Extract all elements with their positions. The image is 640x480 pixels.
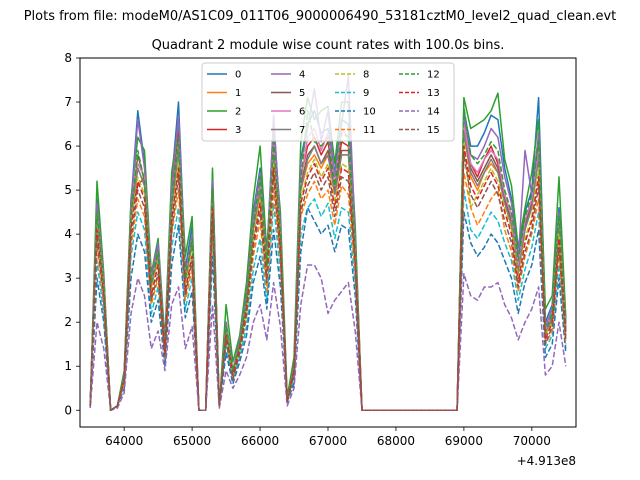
- series-line-3: [89, 118, 567, 412]
- legend-label-15: 15: [427, 125, 440, 136]
- legend-label-6: 6: [299, 107, 305, 118]
- y-tick-label: 5: [64, 183, 72, 197]
- legend-label-10: 10: [363, 107, 376, 118]
- legend-label-14: 14: [427, 107, 440, 118]
- y-tick-label: 0: [64, 403, 72, 417]
- series-line-10: [89, 206, 567, 412]
- legend-label-7: 7: [299, 125, 305, 136]
- x-tick-label: 66000: [241, 434, 279, 448]
- legend-label-0: 0: [235, 70, 241, 81]
- legend-label-4: 4: [299, 70, 305, 81]
- x-tick-label: 65000: [173, 434, 211, 448]
- series-line-13: [89, 145, 567, 412]
- y-tick-label: 1: [64, 359, 72, 373]
- y-tick-label: 3: [64, 271, 72, 285]
- legend-label-12: 12: [427, 70, 440, 81]
- x-tick-label: 68000: [377, 434, 415, 448]
- series-line-8: [89, 140, 567, 412]
- x-tick-label: 64000: [105, 434, 143, 448]
- figure-title: Plots from file: modeM0/AS1C09_011T06_90…: [24, 9, 617, 24]
- series-line-11: [89, 171, 567, 412]
- x-tick-label: 67000: [309, 434, 347, 448]
- y-tick-label: 2: [64, 315, 72, 329]
- x-tick-label: 70000: [513, 434, 551, 448]
- legend-label-9: 9: [363, 88, 369, 99]
- y-axis: 0 1 2 3 4 5 6 7 8: [64, 51, 80, 417]
- legend-label-8: 8: [363, 70, 369, 81]
- y-tick-label: 7: [64, 95, 72, 109]
- legend-label-13: 13: [427, 88, 440, 99]
- x-axis: 64000 65000 66000 67000 68000 69000 70000: [105, 427, 551, 448]
- legend-label-3: 3: [235, 125, 241, 136]
- legend-label-1: 1: [235, 88, 241, 99]
- legend-label-2: 2: [235, 107, 241, 118]
- x-tick-label: 69000: [445, 434, 483, 448]
- x-offset-label: +4.913e8: [517, 454, 576, 468]
- chart-title: Quadrant 2 module wise count rates with …: [152, 38, 505, 53]
- series-line-5: [89, 127, 567, 412]
- y-tick-label: 8: [64, 51, 72, 65]
- legend-label-11: 11: [363, 125, 376, 136]
- series-line-14: [89, 264, 567, 412]
- y-tick-label: 6: [64, 139, 72, 153]
- legend-label-5: 5: [299, 88, 305, 99]
- y-tick-label: 4: [64, 227, 72, 241]
- series-line-15: [89, 154, 567, 412]
- legend-box: [201, 62, 455, 142]
- series-line-9: [89, 189, 567, 412]
